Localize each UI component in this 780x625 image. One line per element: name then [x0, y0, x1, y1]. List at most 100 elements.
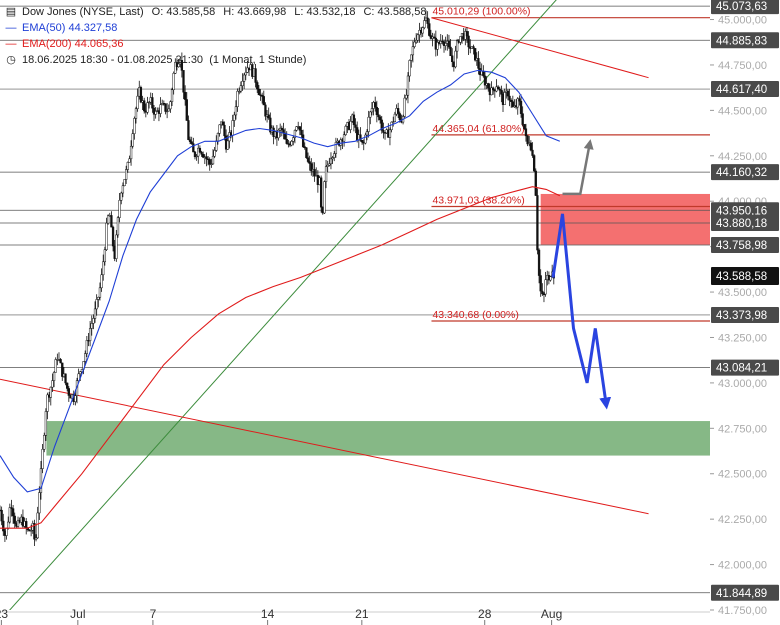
candle-body: [84, 353, 87, 362]
candle-body: [511, 101, 514, 108]
candle-body: [43, 435, 46, 450]
candle-body: [133, 118, 136, 134]
candle-body: [74, 395, 77, 402]
candle-body: [306, 157, 310, 162]
x-tick-label: 14: [261, 607, 275, 621]
candle-body: [328, 163, 331, 166]
y-tick-label: 45.000,00: [718, 15, 767, 27]
candle-body: [465, 31, 469, 37]
candle-body: [111, 226, 115, 247]
candle-body: [365, 131, 369, 136]
legend-ohlc-row: ▤ Dow Jones (NYSE, Last) O: 43.585,58 H:…: [4, 4, 427, 20]
candle-body: [208, 159, 211, 165]
scenario-bearish-arrow: [551, 213, 612, 410]
y-tick-label: 41.750,00: [718, 605, 767, 617]
candle-body: [544, 279, 547, 295]
candle-body: [323, 181, 326, 214]
candle-body: [500, 90, 503, 95]
candle-body: [193, 151, 197, 158]
candle-body: [393, 113, 397, 123]
candle-body: [236, 90, 239, 107]
level-badge: [711, 32, 779, 49]
candle-body: [377, 114, 380, 118]
candle-body: [98, 287, 102, 298]
candle-body: [498, 88, 501, 91]
candle-body: [459, 36, 462, 43]
candle-body: [447, 40, 451, 48]
candle-body: [421, 27, 424, 34]
level-badge: [711, 306, 779, 323]
candle-body: [354, 124, 357, 128]
candle-body: [46, 394, 49, 412]
candle-body: [510, 99, 513, 102]
candle-body: [300, 129, 303, 136]
candle-body: [198, 147, 202, 153]
candle-body: [342, 134, 346, 142]
legend-ema50-row: — EMA(50) 44.327,58: [4, 20, 426, 36]
candle-body: [238, 90, 241, 93]
candle-body: [136, 95, 139, 109]
candle-body: [169, 101, 172, 110]
y-tick-label: 44.250,00: [718, 151, 767, 163]
candle-body: [257, 88, 261, 96]
candle-body: [59, 359, 62, 364]
x-tick-label: 21: [355, 607, 369, 621]
y-tick-label: 44.500,00: [718, 105, 767, 117]
legend-ema50-label: EMA(50): [22, 22, 66, 34]
candle-body: [49, 386, 52, 398]
candle-body: [10, 507, 13, 509]
candle-body: [534, 170, 537, 196]
candle-body: [128, 158, 131, 163]
candle-body: [126, 162, 129, 170]
candle-body: [190, 141, 193, 144]
trend-line: [9, 0, 557, 610]
candle-body: [433, 36, 436, 39]
candle-body: [8, 507, 11, 523]
candle-body: [231, 120, 234, 136]
candle-body: [120, 192, 123, 201]
x-tick-label: Aug: [541, 607, 562, 621]
candle-body: [483, 75, 487, 86]
candle-body: [518, 98, 521, 102]
fib-label: 45.010,29 (100.00%): [432, 6, 530, 18]
candle-body: [139, 87, 143, 103]
legend-close-label: C:: [363, 6, 375, 18]
candle-body: [38, 492, 41, 514]
candle-body: [239, 85, 243, 92]
clock-icon: ◷: [6, 54, 16, 66]
legend-open-value: 43.585,58: [166, 6, 216, 18]
candle-body: [313, 169, 316, 177]
candle-body: [269, 117, 272, 133]
candle-body: [277, 129, 280, 139]
candle-body: [482, 71, 485, 77]
legend-ema200-label: EMA(200): [22, 38, 72, 50]
candle-body: [61, 362, 64, 377]
candle-body: [529, 142, 533, 151]
candle-body: [403, 97, 406, 117]
candle-body: [200, 151, 203, 155]
candle-body: [165, 110, 169, 113]
candle-body: [285, 138, 288, 144]
current-price-badge: [711, 266, 779, 285]
candle-body: [36, 512, 39, 539]
candle-body: [524, 128, 528, 137]
candle-body: [503, 92, 506, 105]
candle-body: [129, 145, 133, 160]
candle-body: [426, 17, 429, 24]
candle-body: [223, 124, 226, 137]
candle-body: [88, 328, 92, 341]
level-badge-label: 41.844,89: [716, 588, 767, 600]
zone-resistance: [540, 193, 710, 245]
candle-body: [195, 155, 198, 158]
y-tick-label: 42.250,00: [718, 514, 767, 526]
level-badge-label: 45.073,63: [716, 1, 767, 13]
candle-body: [131, 133, 134, 147]
candle-body: [116, 217, 120, 236]
candle-body: [85, 340, 88, 354]
candle-body: [326, 164, 329, 167]
candle-body: [382, 130, 385, 133]
candle-body: [188, 139, 192, 142]
candle-body: [301, 134, 305, 147]
candle-body: [264, 104, 267, 117]
candle-body: [454, 50, 457, 68]
